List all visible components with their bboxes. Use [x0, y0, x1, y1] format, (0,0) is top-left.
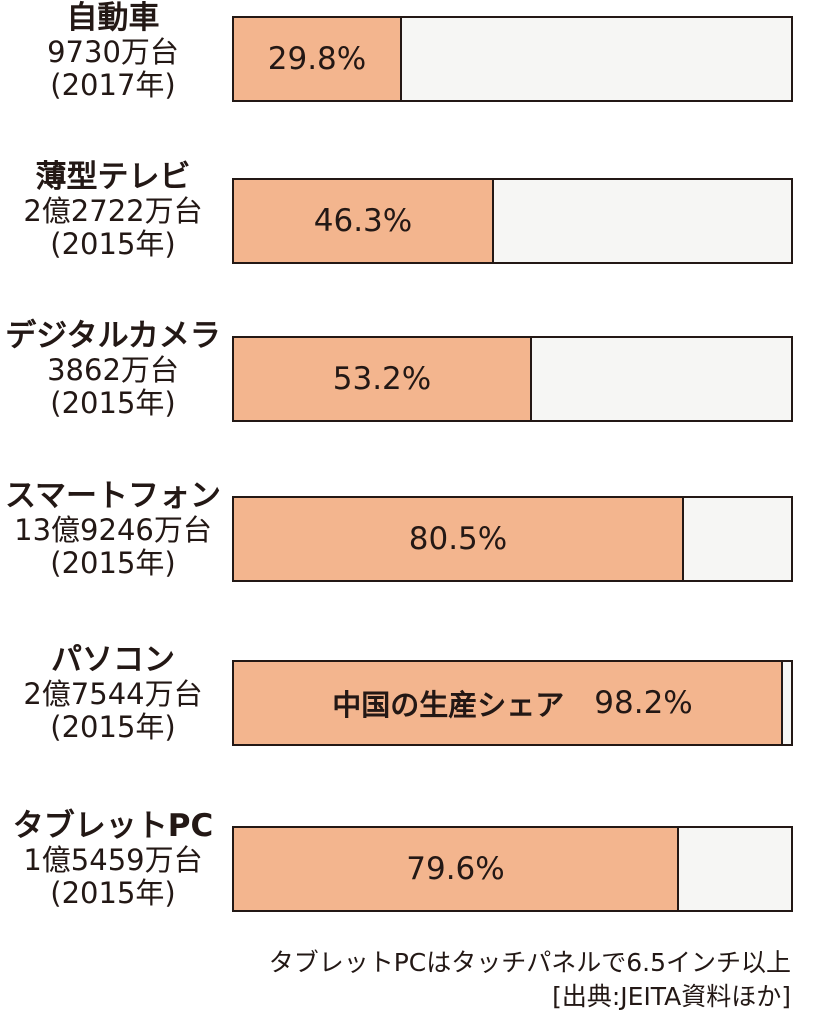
production-volume: 2億7544万台 [23, 677, 203, 711]
bar-value-group: 80.5% [234, 498, 682, 580]
data-year: (2015年) [50, 386, 176, 420]
bar-value-label: 46.3% [313, 203, 413, 239]
category-name: 自動車 [66, 0, 160, 36]
bar-value-label: 98.2% [594, 685, 693, 721]
production-volume: 3862万台 [47, 353, 179, 387]
bar-value-group: 29.8% [234, 18, 400, 100]
footnote-source: [出典:JEITA資料ほか] [552, 982, 791, 1011]
data-year: (2015年) [50, 876, 176, 910]
bar-track: 46.3% [232, 178, 793, 264]
bar-value-label: 79.6% [406, 851, 505, 887]
bar-value-label: 80.5% [408, 521, 508, 557]
bar-track: 80.5% [232, 496, 793, 582]
share-bar [234, 498, 684, 580]
category-label: 薄型テレビ 2億2722万台 (2015年) [0, 159, 226, 261]
category-label: デジタルカメラ 3862万台 (2015年) [0, 318, 226, 420]
data-year: (2015年) [50, 710, 176, 744]
category-name: デジタルカメラ [5, 318, 221, 354]
category-name: タブレットPC [12, 808, 214, 844]
category-name: パソコン [51, 642, 175, 678]
production-volume: 2億2722万台 [23, 194, 203, 228]
footnote: タブレットPCはタッチパネルで6.5インチ以上 [出典:JEITA資料ほか] [269, 946, 791, 1014]
category-label: 自動車 9730万台 (2017年) [0, 0, 226, 102]
bar-track: 53.2% [232, 336, 793, 422]
series-label: 中国の生産シェア [332, 688, 565, 722]
bar-value-group: 46.3% [234, 180, 492, 262]
production-volume: 13億9246万台 [14, 513, 212, 547]
category-name: 薄型テレビ [35, 159, 191, 195]
bar-value-group: 中国の生産シェア 98.2% [234, 662, 791, 744]
share-bar [234, 18, 402, 100]
data-year: (2015年) [50, 227, 176, 261]
share-bar [234, 828, 679, 910]
data-year: (2017年) [50, 68, 176, 102]
category-label: スマートフォン 13億9246万台 (2015年) [0, 478, 226, 580]
bar-track: 79.6% [232, 826, 793, 912]
bar-value-label: 53.2% [332, 361, 432, 397]
share-bar [234, 180, 494, 262]
category-label: パソコン 2億7544万台 (2015年) [0, 642, 226, 744]
bar-value-group: 79.6% [234, 828, 677, 910]
share-bar [234, 662, 783, 744]
category-name: スマートフォン [4, 478, 222, 514]
share-bar [234, 338, 532, 420]
category-label: タブレットPC 1億5459万台 (2015年) [0, 808, 226, 910]
production-volume: 1億5459万台 [23, 843, 203, 877]
data-year: (2015年) [50, 546, 176, 580]
production-volume: 9730万台 [47, 35, 179, 69]
bar-value-label: 29.8% [267, 41, 367, 77]
bar-track: 29.8% [232, 16, 793, 102]
bar-value-group: 53.2% [234, 338, 530, 420]
bar-track: 中国の生産シェア 98.2% [232, 660, 793, 746]
footnote-definition: タブレットPCはタッチパネルで6.5インチ以上 [268, 948, 791, 977]
